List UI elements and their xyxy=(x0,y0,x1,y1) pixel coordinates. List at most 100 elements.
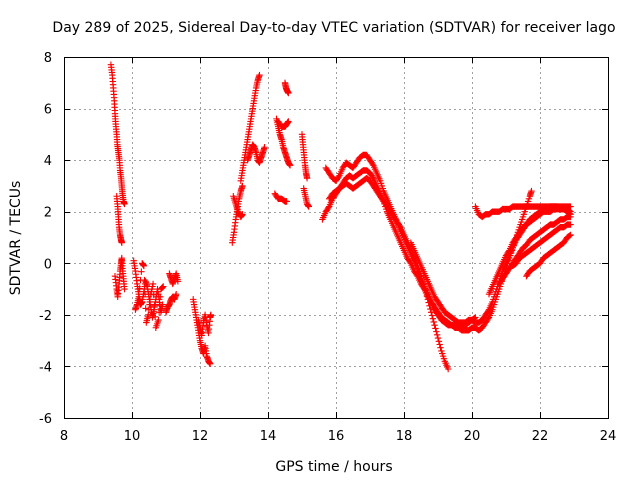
data-point-marker xyxy=(118,239,125,246)
x-axis-label: GPS time / hours xyxy=(275,459,392,475)
data-point-marker xyxy=(207,311,215,319)
x-tick-label: 12 xyxy=(192,429,209,444)
data-point-marker xyxy=(173,291,180,298)
data-point-marker xyxy=(335,173,342,181)
data-point-marker xyxy=(286,162,294,169)
data-point-marker xyxy=(567,203,574,210)
data-point-marker xyxy=(567,213,574,221)
x-tick-labels: 8 10 12 14 16 18 20 22 24 xyxy=(60,429,616,444)
y-axis-label: SDTVAR / TECUs xyxy=(8,181,24,296)
data-point-marker xyxy=(151,302,158,310)
data-point-marker xyxy=(145,311,152,319)
y-tick-label: 8 xyxy=(44,51,52,66)
data-point-marker xyxy=(142,305,149,312)
data-point-marker xyxy=(135,293,142,301)
x-tick-label: 24 xyxy=(600,429,617,444)
data-points xyxy=(107,61,574,373)
data-series xyxy=(271,190,290,205)
data-point-marker xyxy=(239,211,246,218)
data-point-marker xyxy=(325,204,332,212)
data-point-marker xyxy=(158,284,166,291)
data-point-marker xyxy=(155,316,162,324)
y-tick-label: -4 xyxy=(39,360,52,375)
data-point-marker xyxy=(151,313,159,320)
y-tick-label: -6 xyxy=(39,412,52,427)
data-point-marker xyxy=(431,321,438,329)
data-point-marker xyxy=(159,283,166,291)
data-series xyxy=(237,71,263,184)
data-point-marker xyxy=(413,271,420,279)
data-point-marker xyxy=(145,306,153,313)
y-tick-label: 0 xyxy=(44,257,52,272)
data-point-marker xyxy=(445,365,452,373)
axis-ticks xyxy=(64,57,609,419)
x-tick-label: 10 xyxy=(124,429,141,444)
data-point-marker xyxy=(160,283,167,290)
data-series xyxy=(162,291,180,316)
data-series xyxy=(107,61,128,208)
data-point-marker xyxy=(239,182,246,190)
data-point-marker xyxy=(528,187,535,195)
data-point-marker xyxy=(146,296,154,303)
data-point-marker xyxy=(141,291,149,298)
chart-title: Day 289 of 2025, Sidereal Day-to-day VTE… xyxy=(52,20,615,36)
data-point-marker xyxy=(157,293,164,301)
y-tick-label: 4 xyxy=(44,154,52,169)
data-series xyxy=(281,79,292,97)
data-point-marker xyxy=(430,318,437,326)
data-point-marker xyxy=(141,276,148,284)
data-point-marker xyxy=(136,285,143,292)
data-point-marker xyxy=(156,301,163,308)
data-point-marker xyxy=(285,118,292,125)
data-point-marker xyxy=(146,301,153,308)
data-point-marker xyxy=(303,174,311,182)
grid xyxy=(64,57,608,418)
x-tick-label: 8 xyxy=(60,429,68,444)
data-point-marker xyxy=(285,89,292,97)
data-series xyxy=(485,205,574,298)
data-point-marker xyxy=(435,338,443,345)
x-tick-label: 14 xyxy=(260,429,277,444)
data-series xyxy=(113,193,125,246)
data-series xyxy=(275,118,292,130)
data-point-marker xyxy=(566,232,573,239)
data-series xyxy=(298,131,311,182)
data-point-marker xyxy=(429,315,437,322)
data-point-marker xyxy=(140,262,148,270)
data-series xyxy=(166,270,182,288)
data-point-marker xyxy=(437,344,444,351)
data-series xyxy=(472,203,574,221)
data-point-marker xyxy=(427,305,434,313)
data-point-marker xyxy=(432,325,439,332)
data-point-marker xyxy=(484,307,492,315)
data-series xyxy=(230,193,246,221)
data-series xyxy=(244,141,268,166)
data-point-marker xyxy=(433,328,440,335)
data-point-marker xyxy=(174,278,182,285)
data-point-marker xyxy=(420,284,427,291)
data-point-marker xyxy=(305,203,312,210)
data-series xyxy=(229,182,246,246)
x-tick-label: 20 xyxy=(464,429,481,444)
x-tick-label: 22 xyxy=(532,429,549,444)
y-tick-label: 2 xyxy=(44,206,52,221)
data-point-marker xyxy=(149,280,157,288)
x-tick-label: 18 xyxy=(396,429,413,444)
x-tick-label: 16 xyxy=(328,429,345,444)
data-point-marker xyxy=(433,331,441,339)
data-series xyxy=(509,221,574,270)
data-point-marker xyxy=(256,71,263,79)
data-point-marker xyxy=(505,248,512,255)
data-point-marker xyxy=(155,309,163,316)
data-point-marker xyxy=(567,231,574,239)
data-series xyxy=(111,254,128,301)
data-point-marker xyxy=(428,312,436,319)
data-point-marker xyxy=(121,285,128,293)
data-point-marker xyxy=(261,144,268,151)
data-point-marker xyxy=(150,291,157,299)
data-series xyxy=(195,311,215,339)
y-tick-label: -2 xyxy=(39,309,52,324)
data-point-marker xyxy=(567,221,574,228)
